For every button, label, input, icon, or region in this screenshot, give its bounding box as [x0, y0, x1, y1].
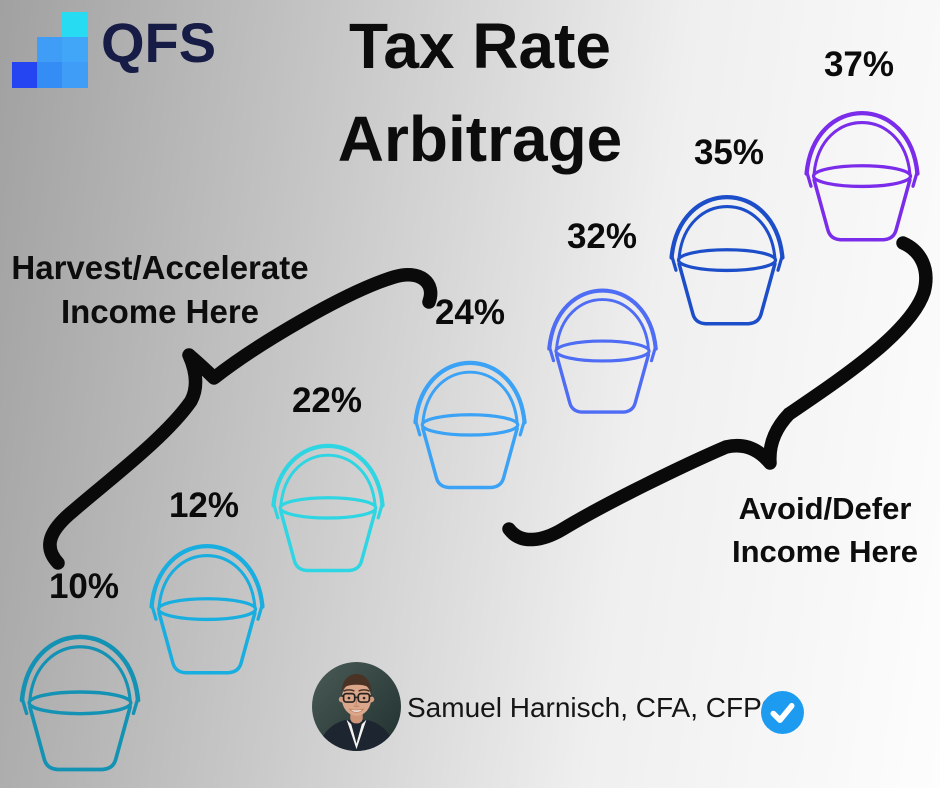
page-title: Tax Rate Arbitrage — [250, 0, 710, 186]
bucket-icon-24 — [413, 360, 527, 490]
harvest-annotation-line2: Income Here — [60, 293, 260, 330]
avoid-annotation-line2: Income Here — [731, 534, 919, 569]
bucket-label-37: 37% — [823, 45, 895, 84]
harvest-annotation: Harvest/Accelerate Income Here — [0, 246, 320, 334]
logo-square — [37, 37, 63, 63]
bucket-icon-12 — [149, 544, 265, 675]
avatar — [312, 662, 401, 751]
avoid-annotation: Avoid/Defer Income Here — [700, 487, 940, 573]
bucket-label-35: 35% — [693, 133, 765, 172]
qfs-logo: QFS — [0, 0, 260, 100]
bucket-icon-32 — [547, 288, 658, 414]
avoid-brace — [502, 236, 933, 547]
bucket-label-22: 22% — [291, 381, 363, 420]
avoid-annotation-line1: Avoid/Defer — [738, 491, 912, 526]
qfs-logo-text: QFS — [101, 11, 217, 74]
logo-square — [62, 37, 88, 63]
title-line1: Tax Rate — [348, 10, 612, 82]
bucket-label-10: 10% — [48, 567, 120, 606]
bucket-icon-37 — [804, 111, 920, 242]
logo-square — [12, 62, 38, 88]
footer: Samuel Harnisch, CFA, CFP® — [0, 650, 940, 770]
logo-square — [62, 62, 88, 88]
footer-name: Samuel Harnisch, CFA, CFP® — [407, 692, 783, 723]
logo-square — [37, 62, 63, 88]
qfs-bar-chart-icon — [0, 0, 100, 100]
bucket-icon-22 — [271, 443, 385, 573]
harvest-brace — [43, 267, 438, 570]
title-line2: Arbitrage — [337, 103, 623, 175]
bucket-icon-10 — [19, 634, 141, 772]
bucket-label-32: 32% — [566, 217, 638, 256]
bucket-label-24: 24% — [434, 293, 506, 332]
bucket-label-12: 12% — [168, 486, 240, 525]
harvest-annotation-line1: Harvest/Accelerate — [11, 249, 309, 286]
bucket-icon-35 — [669, 195, 785, 326]
verified-badge-icon — [761, 691, 804, 734]
logo-square — [62, 12, 88, 38]
